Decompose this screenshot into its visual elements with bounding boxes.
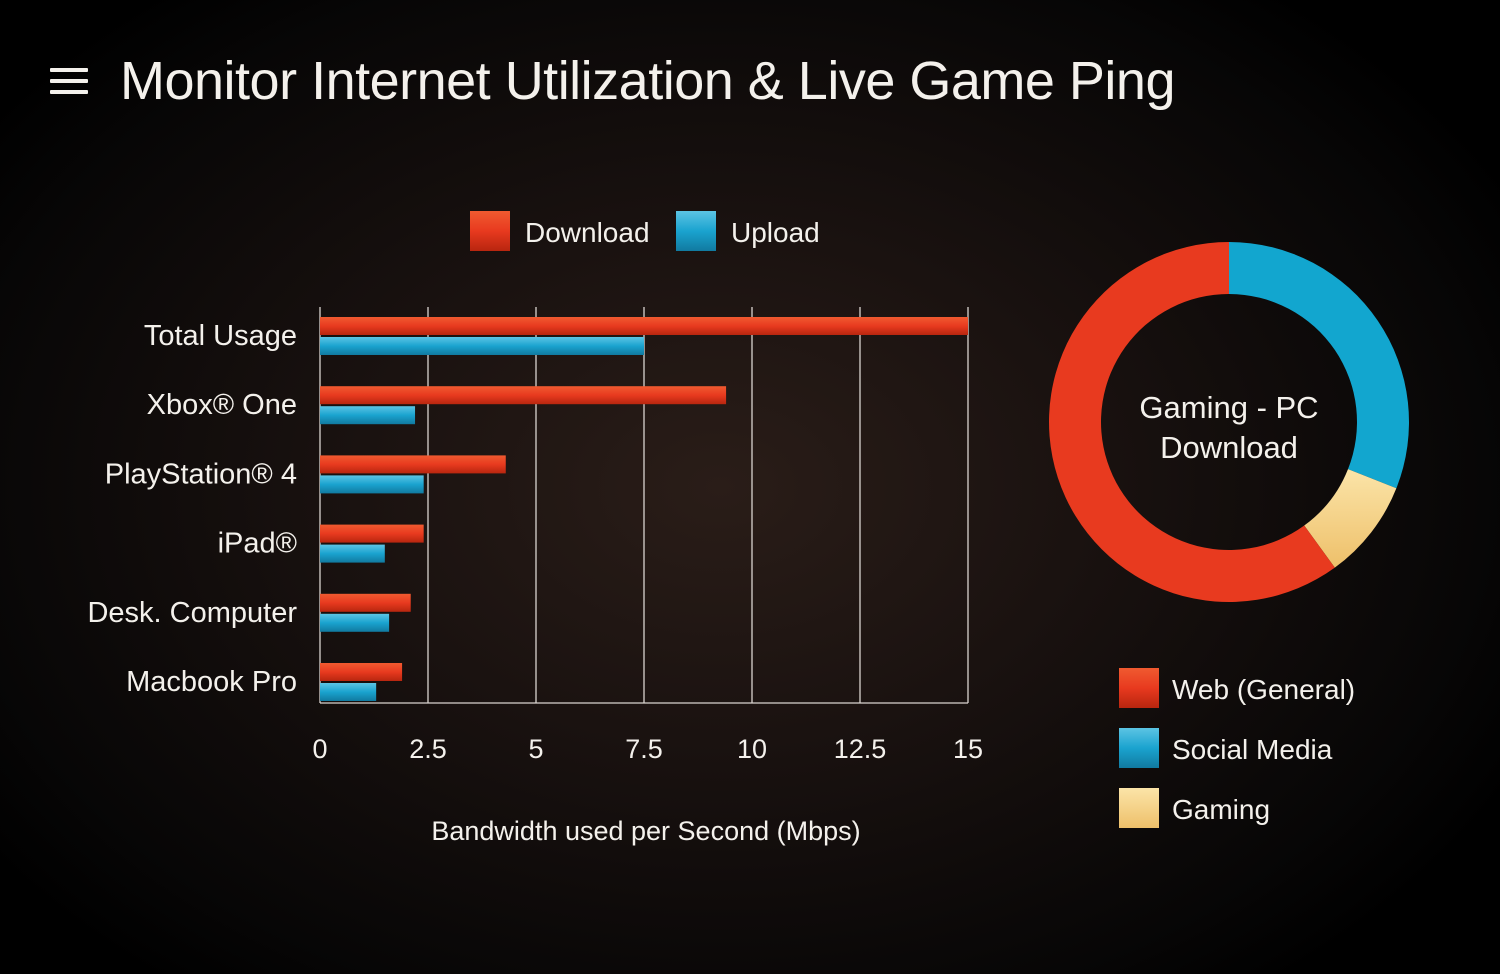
category-label: iPad® — [218, 528, 297, 560]
legend-label-upload: Upload — [731, 217, 820, 248]
category-label: Desk. Computer — [87, 597, 297, 629]
upload-bar — [320, 406, 416, 425]
download-bar — [320, 455, 506, 474]
x-tick-label: 10 — [737, 734, 767, 764]
x-tick-label: 15 — [953, 734, 983, 764]
category-label: PlayStation® 4 — [105, 458, 297, 490]
donut-chart: Gaming - PC Download Web (General) Social M… — [1049, 242, 1410, 828]
legend-web-general-swatch — [1119, 668, 1159, 708]
legend-label-download: Download — [525, 217, 650, 248]
category-label: Total Usage — [144, 320, 297, 352]
download-bar — [320, 386, 727, 405]
page-title: Monitor Internet Utilization & Live Game… — [120, 51, 1176, 111]
legend-gaming-swatch — [1119, 788, 1159, 828]
download-bar — [320, 593, 411, 612]
download-bar — [320, 524, 424, 543]
x-tick-label: 12.5 — [834, 734, 887, 764]
legend-swatch-upload — [676, 211, 716, 251]
x-tick-label: 0 — [312, 734, 327, 764]
x-axis-title: Bandwidth used per Second (Mbps) — [431, 816, 860, 846]
gaming-slice — [1304, 469, 1397, 568]
download-bar — [320, 663, 403, 681]
bar-chart: 0 2.5 5 7.5 10 12.5 15 Total Usage Xbox® One Play… — [87, 211, 983, 846]
legend-social-media-label: Social Media — [1172, 734, 1333, 765]
x-tick-label: 7.5 — [625, 734, 663, 764]
legend-gaming-label: Gaming — [1172, 794, 1270, 825]
donut-center-label: Gaming - PC — [1139, 390, 1318, 425]
donut-center-label: Download — [1160, 430, 1298, 465]
legend-swatch-download — [470, 211, 510, 251]
hamburger-menu-icon[interactable] — [50, 68, 88, 96]
download-bar — [320, 317, 968, 335]
category-label: Xbox® One — [147, 389, 297, 421]
legend-web-general-label: Web (General) — [1172, 674, 1355, 705]
upload-bar — [320, 683, 377, 701]
upload-bar — [320, 337, 644, 355]
social-media-slice — [1229, 242, 1410, 489]
web-general-slice — [1049, 242, 1335, 602]
upload-bar — [320, 613, 390, 632]
upload-bar — [320, 544, 385, 563]
upload-bar — [320, 475, 424, 494]
x-tick-label: 2.5 — [409, 734, 447, 764]
x-tick-label: 5 — [528, 734, 543, 764]
legend-social-media-swatch — [1119, 728, 1159, 768]
category-label: Macbook Pro — [126, 666, 297, 698]
